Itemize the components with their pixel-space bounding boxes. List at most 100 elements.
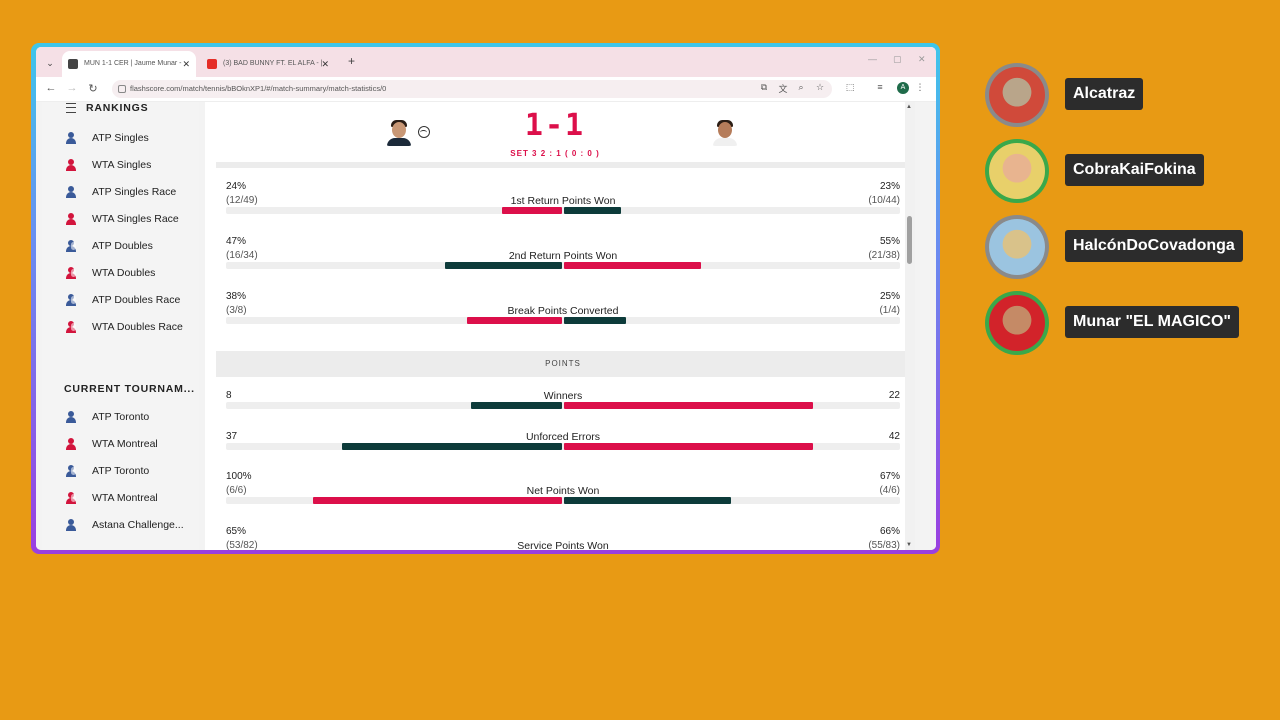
sidebar-tournament-item[interactable]: ATP Toronto [66,408,196,426]
match-score: 1-1 [524,108,586,143]
sidebar-ranking-item[interactable]: ATP Doubles [66,237,196,255]
stat-name: Winners [543,390,583,402]
participant: Munar "EL MAGICO" [985,291,1255,355]
extensions-icon[interactable]: ⬚ [845,82,855,92]
participant-name: CobraKaiFokina [1065,154,1204,186]
stat-row: 8 22 Winners [226,390,900,440]
sidebar-ranking-item[interactable]: ATP Doubles Race [66,291,196,309]
reload-icon[interactable]: ↻ [88,83,98,95]
zoom-icon[interactable]: ⌕ [798,82,804,92]
bookmark-star-icon[interactable]: ☆ [815,82,825,92]
stat-bar-track [226,402,900,409]
more-menu-icon[interactable]: ⋮ [915,82,925,92]
address-bar[interactable]: flashscore.com/match/tennis/bBOknXP1/#/m… [112,80,832,98]
close-tab-icon[interactable]: ✕ [182,59,190,69]
tab-flashscore[interactable]: MUN 1-1 CER | Jaume Munar - ✕ [62,51,196,77]
away-stat-value: 67% [879,471,900,482]
sidebar-ranking-item[interactable]: ATP Singles Race [66,183,196,201]
maximize-icon[interactable]: ▢ [893,54,902,64]
new-tab-icon[interactable]: + [348,54,356,68]
participant-avatar [985,63,1049,127]
singles-men-icon [66,411,76,423]
media-icon[interactable]: ≡ [877,82,883,92]
away-stat-value: 55% [879,236,900,247]
participant-name: Alcatraz [1065,78,1144,110]
install-icon[interactable]: ⧉ [760,82,768,92]
sidebar-ranking-item[interactable]: WTA Singles Race [66,210,196,228]
sidebar-tournament-item[interactable]: ATP Toronto [66,462,196,480]
sidebar-tournament-item-label: WTA Montreal [92,492,158,504]
away-stat-fraction: (21/38) [868,250,900,261]
match-statistics-panel: 1-1 SET 3 2 : 1 ( 0 : 0 ) 24% (12/49) 23% (… [205,102,915,550]
sidebar-tournament-item[interactable]: Astana Challenge... [66,516,196,534]
current-tournaments-heading: CURRENT TOURNAM... [64,383,195,395]
home-player-photo[interactable] [386,118,412,146]
scrollbar-thumb[interactable] [907,216,912,264]
tab-title: MUN 1-1 CER | Jaume Munar - [84,60,182,67]
away-stat-bar [564,262,702,269]
browser-window: ⌄ MUN 1-1 CER | Jaume Munar - ✕ (3) BAD … [31,43,940,554]
stat-row: 65% (53/82) 66% (55/83) Service Points Won [226,526,900,550]
away-stat-value: 23% [879,181,900,192]
away-player-photo[interactable] [712,118,738,146]
scroll-down-icon[interactable]: ▼ [906,542,912,548]
tab-search-icon[interactable]: ⌄ [46,58,54,68]
sidebar-tournament-item[interactable]: WTA Montreal [66,489,196,507]
browser-toolbar: ← → ↻ flashscore.com/match/tennis/bBOknX… [36,77,936,102]
participant: HalcónDoCovadonga [985,215,1255,279]
home-stat-value: 24% [226,181,247,192]
sidebar-ranking-item[interactable]: WTA Doubles [66,264,196,282]
home-stat-fraction: (16/34) [226,250,258,261]
participant-avatar [985,139,1049,203]
sidebar-tournament-item-label: ATP Toronto [92,465,150,477]
home-stat-bar [444,262,562,269]
stat-row: 38% (3/8) 25% (1/4) Break Points Converted [226,291,900,341]
away-stat-fraction: (4/6) [879,485,900,496]
tab-youtube[interactable]: (3) BAD BUNNY FT. EL ALFA - | ✕ [201,51,335,77]
away-stat-fraction: (55/83) [868,540,900,550]
home-stat-fraction: (3/8) [226,305,247,316]
scroll-up-icon[interactable]: ▲ [906,104,912,110]
sidebar-ranking-item[interactable]: WTA Singles [66,156,196,174]
home-stat-value: 47% [226,236,247,247]
doubles-women-icon [66,267,76,279]
site-info-icon[interactable] [118,85,126,93]
forward-icon[interactable]: → [66,82,78,94]
close-window-icon[interactable]: ✕ [918,54,926,64]
serving-ball-icon [418,126,430,138]
home-stat-value: 8 [226,390,232,401]
back-icon[interactable]: ← [45,82,57,94]
stat-row: 37 42 Unforced Errors [226,431,900,481]
minimize-icon[interactable]: — [868,54,877,64]
stat-bar-track [226,497,900,504]
score-header: 1-1 SET 3 2 : 1 ( 0 : 0 ) [205,102,915,158]
page-viewport: RANKINGS ATP Singles WTA Singles ATP Singl… [36,102,936,550]
profile-avatar[interactable]: A [897,82,909,94]
away-stat-value: 22 [888,390,900,401]
page-scrollbar[interactable]: ▲ ▼ [905,102,915,550]
participant-name: Munar "EL MAGICO" [1065,306,1239,338]
translate-icon[interactable]: 文 [778,84,788,94]
stat-name: Unforced Errors [525,431,601,443]
home-stat-fraction: (12/49) [226,195,258,206]
rankings-list-icon [66,103,76,113]
close-tab-icon[interactable]: ✕ [321,59,329,69]
doubles-men-icon [66,465,76,477]
sidebar-ranking-item-label: ATP Singles Race [92,186,177,198]
stat-name: 2nd Return Points Won [508,250,618,262]
sidebar-tournament-item[interactable]: WTA Montreal [66,435,196,453]
participant-avatar [985,215,1049,279]
singles-women-icon [66,213,76,225]
away-stat-value: 25% [879,291,900,302]
home-stat-bar [502,207,562,214]
doubles-men-icon [66,240,76,252]
stat-name: 1st Return Points Won [510,195,616,207]
away-stat-fraction: (10/44) [868,195,900,206]
singles-men-icon [66,519,76,531]
sidebar-ranking-item[interactable]: WTA Doubles Race [66,318,196,336]
sidebar-ranking-item[interactable]: ATP Singles [66,129,196,147]
points-section-heading: POINTS [216,351,910,377]
away-stat-value: 42 [888,431,900,442]
home-stat-bar [471,402,562,409]
singles-women-icon [66,159,76,171]
